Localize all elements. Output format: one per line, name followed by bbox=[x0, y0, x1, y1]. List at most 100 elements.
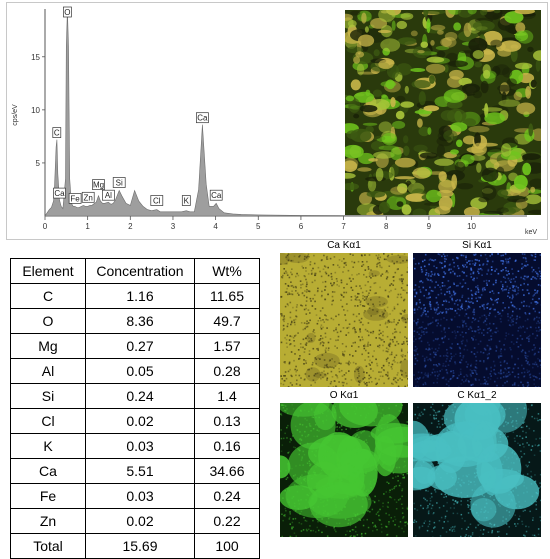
map-pixel bbox=[453, 282, 455, 284]
map-pixel bbox=[428, 273, 430, 275]
map-pixel bbox=[305, 344, 307, 346]
map-pixel bbox=[370, 377, 372, 379]
map-pixel bbox=[324, 299, 326, 301]
map-pixel bbox=[294, 503, 296, 505]
map-pixel bbox=[415, 363, 417, 365]
map-pixel bbox=[453, 529, 455, 531]
map-pixel bbox=[456, 502, 458, 504]
map-pixel bbox=[394, 306, 396, 308]
map-pixel bbox=[388, 343, 390, 345]
map-pixel bbox=[518, 501, 520, 503]
map-pixel bbox=[429, 524, 431, 526]
map-pixel bbox=[439, 411, 441, 413]
map-pixel bbox=[393, 466, 395, 468]
map-pixel bbox=[315, 531, 317, 533]
map-pixel bbox=[451, 298, 453, 300]
map-pixel bbox=[451, 295, 453, 297]
sem-texture-blob bbox=[403, 135, 408, 143]
map-pixel bbox=[472, 452, 474, 454]
map-pixel bbox=[430, 478, 432, 480]
map-pixel bbox=[290, 382, 292, 384]
map-pixel bbox=[475, 318, 477, 320]
map-pixel bbox=[287, 326, 289, 328]
map-pixel bbox=[326, 379, 328, 381]
map-pixel bbox=[318, 430, 320, 432]
map-pixel bbox=[482, 288, 484, 290]
map-pixel bbox=[439, 254, 441, 256]
map-pixel bbox=[331, 285, 333, 287]
map-pixel bbox=[393, 520, 395, 522]
map-pixel bbox=[334, 499, 336, 501]
map-pixel bbox=[512, 452, 513, 454]
map-pixel bbox=[415, 535, 417, 537]
map-pixel bbox=[461, 492, 463, 494]
map-pixel bbox=[322, 319, 324, 321]
map-pixel bbox=[526, 442, 528, 444]
map-pixel bbox=[294, 353, 296, 355]
map-pixel bbox=[436, 309, 438, 311]
map-pixel bbox=[497, 378, 499, 380]
map-pixel bbox=[407, 271, 409, 273]
map-pixel bbox=[502, 501, 504, 503]
map-pixel bbox=[497, 253, 499, 255]
map-pixel bbox=[332, 300, 334, 302]
map-pixel bbox=[291, 274, 293, 276]
map-pixel bbox=[435, 312, 437, 314]
map-pixel bbox=[485, 484, 487, 486]
map-pixel bbox=[321, 532, 323, 534]
map-pixel bbox=[504, 289, 506, 291]
map-pixel bbox=[446, 473, 448, 475]
map-pixel bbox=[348, 332, 350, 334]
map-pixel bbox=[360, 331, 362, 333]
map-pixel bbox=[400, 483, 402, 485]
map-pixel bbox=[334, 493, 336, 495]
map-pixel bbox=[528, 526, 530, 528]
map-pixel bbox=[344, 506, 346, 508]
sem-texture-blob bbox=[350, 11, 360, 16]
map-pixel bbox=[306, 289, 308, 291]
map-pixel bbox=[421, 315, 423, 317]
map-pixel bbox=[511, 268, 513, 270]
map-pixel bbox=[373, 331, 375, 333]
map-pixel bbox=[303, 363, 305, 365]
map-pixel bbox=[492, 261, 494, 263]
map-pixel bbox=[502, 290, 504, 292]
map-pixel bbox=[444, 258, 446, 260]
map-pixel bbox=[413, 258, 415, 260]
map-pixel bbox=[400, 313, 402, 315]
map-pixel bbox=[509, 472, 511, 474]
map-pixel bbox=[432, 317, 434, 319]
map-pixel bbox=[323, 506, 325, 508]
map-pixel bbox=[501, 288, 503, 290]
map-pixel bbox=[497, 531, 499, 533]
map-pixel bbox=[402, 310, 404, 312]
map-pixel bbox=[475, 468, 477, 470]
map-pixel bbox=[354, 405, 356, 407]
map-pixel bbox=[505, 518, 507, 520]
map-pixel bbox=[487, 383, 489, 385]
map-pixel bbox=[442, 480, 444, 482]
sem-texture-blob bbox=[382, 133, 397, 145]
map-pixel bbox=[391, 283, 393, 285]
map-pixel bbox=[527, 361, 529, 363]
map-pixel bbox=[377, 346, 379, 348]
map-pixel bbox=[356, 316, 358, 318]
sem-texture-blob bbox=[390, 186, 407, 194]
map-pixel bbox=[354, 481, 356, 483]
map-pixel bbox=[532, 367, 534, 369]
map-pixel bbox=[346, 292, 348, 294]
map-pixel bbox=[321, 259, 323, 261]
map-pixel bbox=[364, 254, 366, 256]
map-pixel bbox=[505, 409, 507, 411]
map-pixel bbox=[457, 482, 459, 484]
map-pixel bbox=[475, 330, 477, 332]
map-pixel bbox=[366, 261, 368, 263]
map-pixel bbox=[507, 313, 509, 315]
map-pixel bbox=[313, 428, 315, 430]
map-pixel bbox=[404, 253, 406, 255]
map-pixel bbox=[414, 355, 416, 357]
map-pixel bbox=[487, 480, 489, 482]
map-pixel bbox=[360, 288, 362, 290]
map-pixel bbox=[334, 513, 336, 515]
map-pixel bbox=[512, 311, 514, 313]
